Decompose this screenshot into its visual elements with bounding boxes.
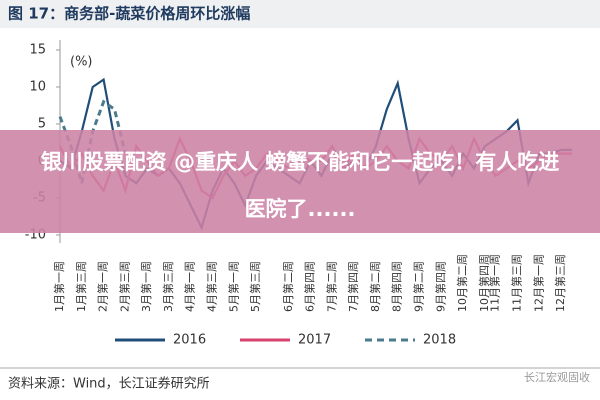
legend-label: 2016 (173, 333, 206, 348)
chart-title: 图 17：商务部-蔬菜价格周环比涨幅 (8, 5, 250, 23)
x-tick-label: 7月第四周 (346, 261, 360, 312)
x-tick-label: 4月第三周 (205, 261, 219, 312)
watermark: 长江宏观固收 (524, 370, 590, 384)
x-tick-label: 8月第二周 (368, 261, 382, 312)
y-axis-label: (%) (70, 55, 93, 70)
banner (0, 130, 600, 233)
source: 资料来源：Wind，长江证券研究所 (8, 376, 210, 392)
x-tick-label: 7月第二周 (324, 261, 338, 312)
x-tick-label: 5月第三周 (248, 261, 262, 312)
x-tick-label: 1月第一周 (52, 261, 66, 312)
x-tick-label: 3月第一周 (139, 261, 153, 312)
banner-line: 医院了...... (245, 197, 356, 221)
y-tick-label: 10 (29, 80, 46, 95)
x-tick-label: 11月第三周 (510, 254, 524, 312)
x-tick-label: 10月第二周 (455, 254, 469, 312)
x-tick-label: 6月第四周 (303, 261, 317, 312)
x-tick-label: 12月第三周 (553, 254, 567, 312)
x-tick-label: 3月第三周 (161, 261, 175, 312)
y-tick-label: 15 (29, 43, 46, 58)
legend-label: 2018 (423, 333, 456, 348)
x-tick-label: 9月第四周 (433, 261, 447, 312)
title-bar (0, 0, 600, 28)
x-tick-label: 1月第三周 (74, 261, 88, 312)
x-tick-label: 6月第二周 (281, 261, 295, 312)
y-tick-label: 5 (38, 117, 46, 132)
x-tick-label: 8月第四周 (390, 261, 404, 312)
legend-label: 2017 (298, 333, 331, 348)
x-tick-label: 11月第一周 (488, 254, 502, 312)
x-tick-label: 2月第三周 (117, 261, 131, 312)
x-tick-label: 2月第一周 (96, 261, 110, 312)
banner-line: 银川股票配资 @重庆人 螃蟹不能和它一起吃！有人吃进 (41, 150, 560, 174)
x-tick-label: 10月第四周 (477, 254, 491, 312)
x-tick-label: 5月第一周 (226, 261, 240, 312)
x-tick-label: 9月第二周 (411, 261, 425, 312)
x-tick-label: 4月第一周 (183, 261, 197, 312)
x-tick-label: 12月第一周 (531, 254, 545, 312)
